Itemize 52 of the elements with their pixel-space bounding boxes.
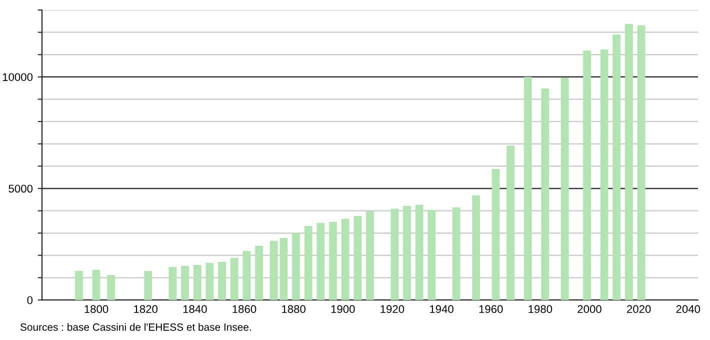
bar	[316, 222, 325, 300]
bar	[403, 206, 411, 300]
bar	[304, 226, 312, 300]
bar	[181, 266, 189, 300]
y-tick-label: 5000	[8, 184, 33, 193]
x-tick-label: 2000	[578, 305, 602, 314]
bar	[524, 76, 532, 300]
bar	[206, 262, 214, 300]
x-tick-label: 1860	[232, 305, 256, 314]
bar	[415, 204, 424, 300]
bar	[75, 271, 83, 300]
bar	[366, 211, 374, 300]
bar	[92, 270, 100, 300]
x-tick-label: 1920	[380, 305, 404, 314]
bar	[625, 24, 633, 300]
bar	[390, 208, 399, 300]
bar	[637, 25, 646, 300]
x-tick-label: 1940	[430, 305, 454, 314]
x-tick-label: 1980	[528, 305, 552, 314]
x-tick-label: 1880	[282, 305, 306, 314]
bar	[541, 88, 550, 300]
bar	[612, 34, 621, 300]
bar	[218, 262, 226, 300]
source-note: Sources : base Cassini de l'EHESS et base Insee.	[20, 323, 251, 331]
bar	[452, 207, 460, 300]
y-tick-label: 0	[27, 296, 33, 304]
x-tick-label: 1840	[183, 305, 207, 314]
bar	[255, 246, 263, 300]
bar	[506, 146, 515, 300]
bar	[292, 232, 300, 300]
x-tick-label: 1820	[134, 305, 158, 314]
bar	[107, 275, 115, 300]
bar	[230, 258, 238, 300]
bar	[341, 218, 350, 300]
bar	[583, 50, 591, 300]
bar	[560, 78, 569, 300]
bar	[168, 266, 177, 300]
bar	[354, 216, 362, 300]
bar	[472, 195, 480, 300]
x-tick-label: 2040	[676, 305, 700, 314]
bar	[242, 250, 251, 300]
bar	[492, 168, 500, 300]
x-tick-label: 1900	[331, 305, 355, 314]
bar	[144, 271, 152, 300]
x-tick-label: 1960	[479, 305, 503, 314]
bar	[600, 49, 608, 300]
bar	[428, 210, 436, 300]
bar	[329, 222, 337, 300]
bar	[193, 264, 202, 300]
y-tick-label: 10000	[2, 73, 33, 82]
x-tick-label: 1800	[84, 305, 108, 314]
x-tick-label: 2020	[627, 305, 651, 314]
